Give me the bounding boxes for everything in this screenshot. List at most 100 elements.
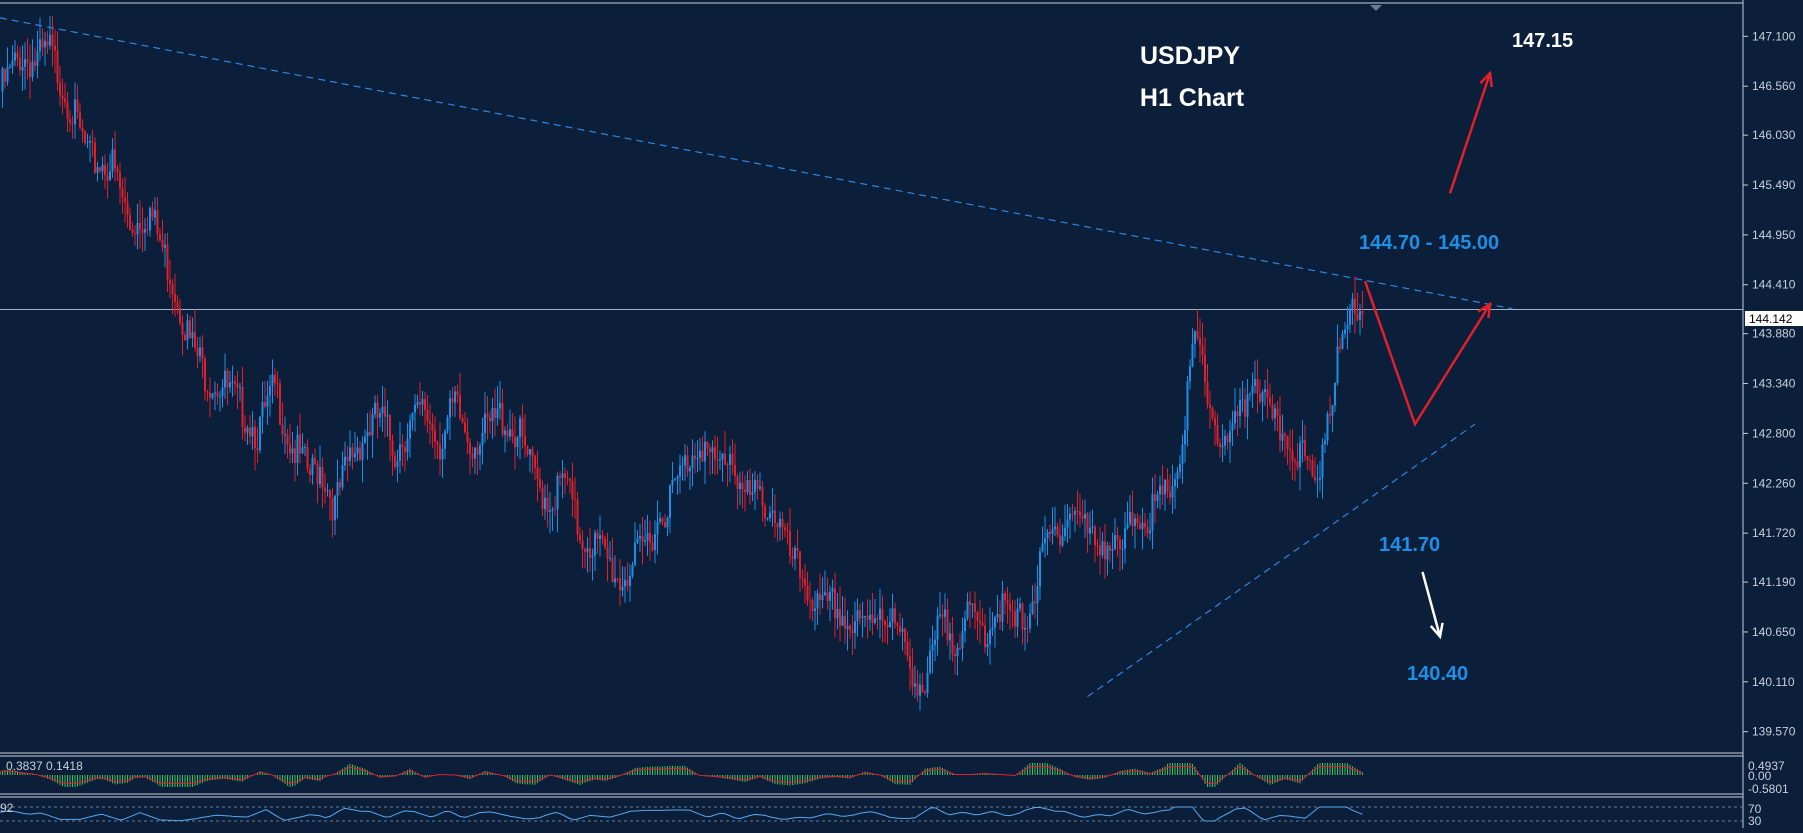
candle-body	[66, 101, 69, 119]
candle-body	[156, 210, 159, 234]
candle-body	[939, 614, 941, 616]
candle-body	[791, 556, 794, 560]
candle-body	[651, 542, 654, 551]
candle-body	[646, 532, 649, 541]
candle-body	[1259, 393, 1261, 402]
candle-body	[134, 232, 136, 235]
candle-body	[1239, 399, 1241, 417]
candle-body	[496, 408, 499, 418]
candle-body	[91, 141, 94, 143]
candle-body	[171, 284, 174, 295]
candle-body	[859, 610, 861, 619]
candle-body	[354, 453, 356, 458]
candle-body	[644, 540, 646, 542]
candle-body	[6, 67, 9, 82]
candle-body	[824, 592, 826, 596]
candle-body	[849, 625, 851, 631]
candle-body	[669, 485, 671, 518]
candle-body	[316, 464, 319, 485]
candle-body	[971, 603, 974, 605]
candle-body	[751, 491, 754, 495]
candle-body	[209, 392, 211, 398]
candle-body	[226, 370, 229, 388]
candle-body	[1181, 444, 1184, 465]
candle-body	[1209, 404, 1211, 408]
candle-body	[916, 683, 919, 696]
candle-body	[1051, 529, 1054, 534]
y-tick-label: 140.650	[1752, 625, 1796, 639]
oscillator-label: 92	[0, 801, 14, 815]
candle-body	[706, 441, 709, 449]
candle-body	[1174, 479, 1176, 487]
candle-body	[1271, 404, 1274, 419]
candle-body	[1091, 526, 1094, 528]
candle-body	[509, 429, 511, 437]
candle-body	[84, 131, 86, 144]
candle-body	[1274, 408, 1276, 419]
candle-body	[796, 548, 799, 551]
oscillator-tick-30: 30	[1748, 814, 1762, 828]
candle-body	[244, 427, 246, 433]
scenario-downside-arrow	[1421, 571, 1442, 637]
candle-body	[1254, 379, 1256, 386]
candle-body	[776, 523, 779, 528]
candle-body	[364, 436, 366, 443]
candle-body	[1074, 510, 1076, 515]
candle-body	[206, 391, 209, 393]
candle-body	[516, 437, 519, 448]
candle-body	[289, 444, 291, 454]
candle-body	[31, 61, 34, 78]
candle-body	[1026, 627, 1029, 629]
candle-body	[541, 487, 544, 510]
candle-body	[714, 447, 716, 460]
candle-body	[1356, 313, 1359, 320]
candle-body	[1229, 430, 1231, 443]
candle-body	[876, 618, 879, 620]
candle-body	[476, 447, 479, 455]
candle-body	[346, 456, 349, 461]
candle-body	[1131, 512, 1134, 526]
candle-body	[266, 395, 269, 407]
scenario-pullback-path	[1363, 280, 1492, 428]
candle-body	[846, 625, 849, 629]
candle-body	[754, 479, 756, 492]
candle-body	[59, 82, 61, 96]
candle-body	[1186, 381, 1189, 431]
candle-body	[831, 588, 834, 592]
candle-body	[931, 644, 934, 651]
candle-body	[856, 610, 859, 622]
candle-body	[1104, 541, 1106, 560]
candle-body	[816, 593, 819, 609]
candle-body	[704, 441, 706, 462]
candle-body	[524, 436, 526, 447]
candle-body	[801, 577, 804, 579]
candle-body	[1109, 545, 1111, 551]
candle-body	[1121, 548, 1124, 550]
candle-body	[709, 448, 711, 453]
candle-body	[1309, 460, 1311, 462]
candle-body	[501, 403, 504, 435]
candle-body	[336, 482, 339, 496]
scenario-breakout-arrowhead	[1479, 70, 1494, 88]
candle-body	[249, 427, 251, 437]
candle-body	[774, 510, 776, 524]
candle-body	[689, 467, 691, 472]
candle-body	[236, 383, 239, 388]
candle-body	[741, 482, 744, 490]
candle-body	[874, 618, 876, 623]
candle-body	[1046, 531, 1049, 539]
candle-body	[1196, 331, 1199, 338]
candle-body	[379, 413, 381, 418]
candle-body	[1069, 513, 1071, 520]
candle-body	[1246, 394, 1249, 417]
candle-body	[19, 57, 21, 71]
candle-body	[1314, 476, 1316, 481]
candle-body	[761, 486, 764, 507]
candle-body	[989, 629, 991, 644]
candle-body	[951, 633, 954, 655]
candle-body	[169, 279, 171, 285]
candle-body	[691, 455, 694, 468]
candle-body	[1016, 608, 1019, 627]
candle-body	[451, 398, 454, 403]
candle-body	[211, 393, 214, 398]
